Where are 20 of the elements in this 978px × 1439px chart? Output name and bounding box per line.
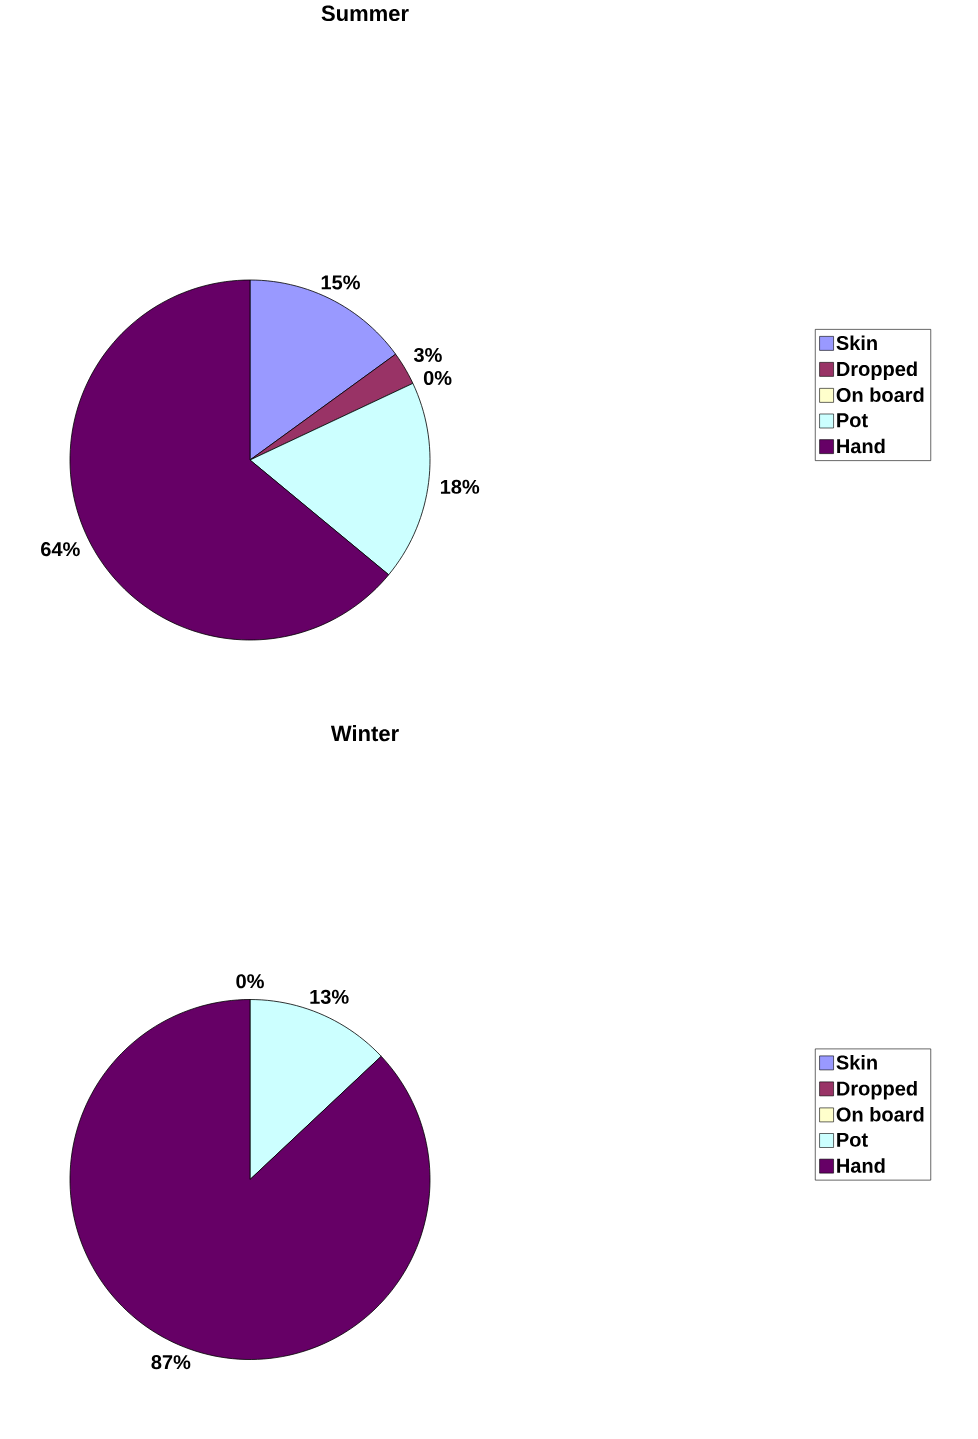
text: 0% [423, 370, 452, 386]
legend-label: On board [836, 1106, 924, 1122]
legend-label: Pot [837, 413, 868, 428]
legend-label: Skin [836, 335, 877, 351]
data-label: 87% [151, 1355, 191, 1370]
legend-label: Hand [837, 438, 885, 454]
legend-label: Dropped [837, 361, 917, 381]
chart-title: Winter [330, 725, 399, 742]
data-label: 3% [413, 347, 442, 363]
data-label: 13% [310, 989, 349, 1004]
legend-label: On board [836, 387, 924, 403]
legend-label: Dropped [837, 1080, 917, 1100]
data-label: 64% [41, 542, 80, 557]
chart-title: Summer [321, 5, 409, 22]
legend-label: Pot [837, 1132, 868, 1147]
text: 0% [236, 974, 264, 989]
data-label: 18% [440, 479, 480, 494]
legend-label: Skin [836, 1054, 877, 1070]
data-label: 15% [321, 275, 360, 290]
legend-label: Hand [837, 1158, 885, 1173]
